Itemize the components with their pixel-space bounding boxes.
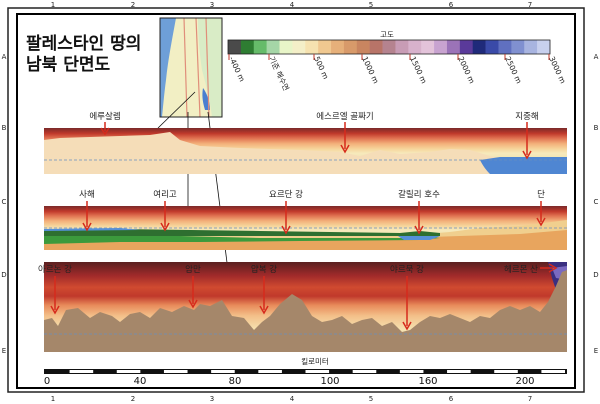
grid-row-labels-right: A B C D E — [593, 53, 598, 355]
label-dead-sea: 사해 — [79, 190, 95, 200]
label-jerusalem: 에루살렘 — [89, 111, 120, 122]
legend-swatch — [459, 40, 474, 54]
scale-segment — [447, 370, 471, 373]
map-title-line-2: 남북 단면도 — [26, 55, 110, 75]
grid-column-labels-bottom: 1 2 3 4 5 6 7 — [51, 395, 532, 403]
scale-title: 킬로미터 — [301, 357, 329, 366]
grid-col-2: 2 — [131, 1, 135, 9]
grid-col-5-bottom: 5 — [369, 395, 373, 403]
label-mediterranean: 지중해 — [515, 112, 538, 122]
label-arnon-river: 아르논 강 — [38, 264, 72, 275]
inset-locator-map — [159, 17, 223, 118]
grid-row-a: A — [2, 53, 7, 61]
scale-segment — [541, 370, 565, 373]
label-jabbok-river: 얍복 강 — [251, 264, 277, 275]
legend-swatch — [408, 40, 422, 54]
scale-tick-0: 0 — [44, 376, 50, 387]
grid-col-6: 6 — [449, 1, 454, 9]
grid-row-e: E — [2, 347, 6, 355]
legend-swatch — [472, 40, 486, 54]
scale-tick-100: 100 — [320, 376, 339, 387]
scale-segments — [69, 370, 565, 373]
grid-col-1-bottom: 1 — [51, 395, 55, 403]
legend-swatch — [240, 40, 255, 54]
legend-title: 고도 — [380, 30, 394, 39]
scale-segment — [305, 370, 330, 373]
legend-swatch — [279, 40, 293, 54]
grid-row-d-right: D — [593, 271, 598, 279]
legend-swatch — [395, 40, 409, 54]
grid-col-7-bottom: 7 — [528, 395, 532, 403]
scale-tick-160: 160 — [418, 376, 437, 387]
grid-col-3-bottom: 3 — [210, 395, 214, 403]
legend-swatch — [228, 40, 242, 54]
grid-row-c-right: C — [594, 198, 599, 206]
grid-col-7: 7 — [528, 1, 532, 9]
label-sea-of-galilee: 갈릴리 호수 — [398, 189, 440, 200]
grid-row-e-right: E — [594, 347, 598, 355]
scale-segment — [352, 370, 377, 373]
legend-swatch — [421, 40, 435, 54]
legend-color-bar — [228, 40, 551, 54]
outer-border — [7, 7, 585, 393]
legend-swatch — [369, 40, 383, 54]
legend-swatch — [485, 40, 499, 54]
legend-swatch — [537, 40, 551, 54]
scale-segment — [258, 370, 282, 373]
profile-jerusalem-mediterranean: 에루살렘 에스르엘 골짜기 지중해 — [44, 111, 567, 174]
grid-row-b: B — [2, 124, 7, 132]
scale-tick-80: 80 — [229, 376, 242, 387]
scale-segment — [69, 370, 94, 373]
legend-swatch — [253, 40, 267, 54]
label-jezreel-valley: 에스르엘 골짜기 — [316, 112, 373, 122]
grid-col-2-bottom: 2 — [131, 395, 135, 403]
scale-segment — [494, 370, 518, 373]
grid-col-6-bottom: 6 — [449, 395, 454, 403]
grid-column-labels-top: 1 2 3 4 5 6 7 — [51, 1, 532, 9]
scale-segment — [211, 370, 235, 373]
legend-swatch — [382, 40, 396, 54]
label-dan: 단 — [537, 189, 545, 200]
grid-col-3: 3 — [210, 1, 214, 9]
legend-swatch — [266, 40, 280, 54]
legend-swatch — [498, 40, 512, 54]
legend-swatch — [343, 40, 358, 54]
legend-swatch — [331, 40, 345, 54]
profile-arnon-hermon: 아르논 강 암만 얍복 강 야르묵 강 헤르몬 산 — [38, 262, 567, 352]
grid-col-1: 1 — [51, 1, 55, 9]
scale-tick-200: 200 — [515, 376, 534, 387]
grid-row-labels-left: A B C D E — [1, 53, 6, 355]
grid-row-a-right: A — [594, 53, 599, 61]
legend-swatch — [511, 40, 525, 54]
legend-swatch — [318, 40, 332, 54]
legend-swatch — [446, 40, 461, 54]
grid-row-d: D — [1, 271, 6, 279]
legend-swatch — [434, 40, 448, 54]
scale-segment — [399, 370, 424, 373]
legend-swatch — [524, 40, 538, 54]
grid-col-5: 5 — [369, 1, 373, 9]
label-jericho: 여리고 — [153, 189, 177, 200]
profile-dead-sea-dan: 사해 여리고 요르단 강 갈릴리 호수 단 — [44, 189, 567, 250]
grid-row-b-right: B — [594, 124, 599, 132]
map-title-line-1: 팔레스타인 땅의 — [26, 34, 141, 54]
scale-tick-40: 40 — [134, 376, 147, 387]
scale-bar: 킬로미터 0 40 80 100 160 200 — [44, 357, 567, 387]
grid-col-4: 4 — [290, 1, 295, 9]
label-amman: 암만 — [185, 264, 201, 275]
scale-segment — [116, 370, 141, 373]
legend-swatch — [292, 40, 306, 54]
legend-swatch — [305, 40, 319, 54]
legend-swatch — [356, 40, 370, 54]
grid-row-c: C — [2, 198, 7, 206]
grid-col-4-bottom: 4 — [290, 395, 295, 403]
label-yarmuk-river: 야르묵 강 — [390, 264, 424, 275]
scale-segment — [163, 370, 188, 373]
label-mount-hermon: 헤르몬 산 — [504, 264, 538, 275]
label-jordan-river: 요르단 강 — [269, 189, 303, 200]
